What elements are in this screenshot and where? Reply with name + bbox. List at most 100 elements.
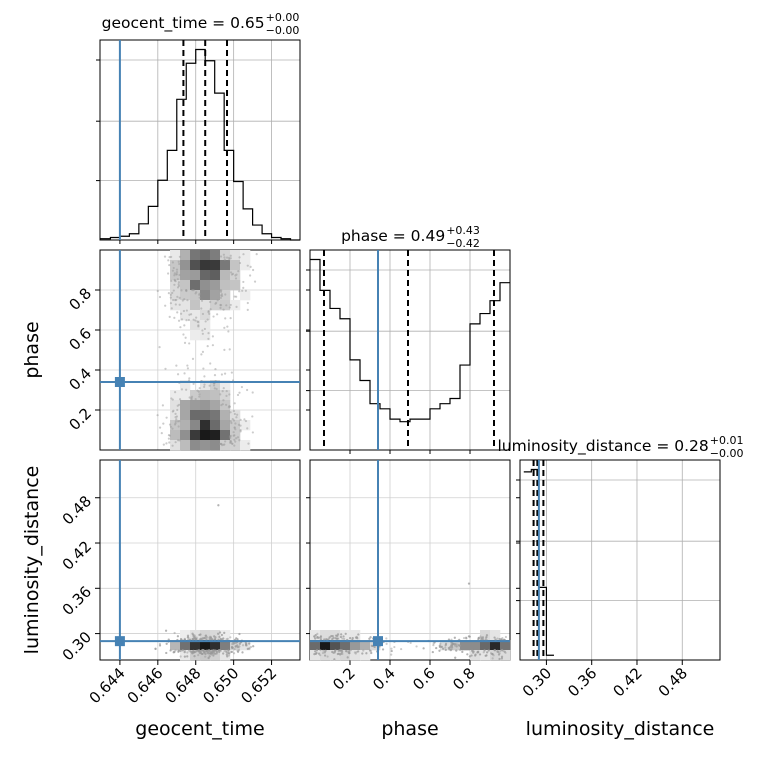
scatter-point — [223, 348, 226, 351]
scatter-point — [249, 265, 252, 268]
scatter-point — [218, 649, 221, 652]
scatter-point — [172, 298, 175, 302]
scatter-point — [246, 301, 249, 305]
scatter-point — [222, 308, 225, 311]
density-cell — [180, 420, 191, 431]
density-cell — [220, 260, 231, 271]
scatter-point — [167, 292, 170, 295]
density-cell — [190, 280, 201, 291]
scatter-point — [400, 647, 403, 651]
scatter-point — [314, 637, 317, 640]
scatter-point — [470, 654, 473, 657]
scatter-point — [176, 439, 180, 442]
scatter-point — [198, 650, 201, 653]
scatter-point — [227, 649, 230, 652]
density-cell — [190, 420, 201, 431]
scatter-point — [339, 635, 343, 639]
scatter-point — [172, 289, 175, 292]
scatter-point — [248, 647, 251, 650]
scatter-point — [390, 653, 393, 656]
scatter-point — [200, 307, 203, 310]
scatter-point — [315, 651, 318, 655]
scatter-point — [219, 255, 223, 258]
scatter-point — [204, 320, 207, 323]
scatter-point — [467, 635, 471, 638]
density-cell — [190, 440, 201, 451]
scatter-point — [184, 336, 187, 339]
scatter-point — [170, 255, 173, 259]
scatter-point — [181, 649, 184, 652]
scatter-point — [225, 394, 228, 397]
scatter-point — [333, 658, 336, 661]
density-cell — [170, 410, 181, 421]
scatter-point — [176, 311, 179, 314]
scatter-point — [355, 636, 359, 639]
scatter-point — [215, 650, 219, 654]
density-cell — [200, 280, 211, 291]
scatter-point — [239, 429, 242, 432]
scatter-point — [493, 649, 497, 652]
scatter-point — [154, 647, 157, 650]
scatter-point — [321, 651, 325, 655]
scatter-point — [331, 650, 334, 654]
density-cell — [200, 270, 211, 281]
scatter-point — [246, 264, 249, 267]
density-cell — [230, 410, 241, 421]
scatter-point — [497, 650, 500, 654]
scatter-point — [454, 656, 457, 659]
scatter-point — [227, 406, 231, 409]
density-cell — [180, 640, 191, 651]
scatter-point — [455, 643, 458, 646]
scatter-point — [170, 279, 173, 282]
scatter-point — [178, 273, 181, 277]
scatter-point — [214, 367, 217, 371]
scatter-point — [204, 634, 208, 637]
density-cell — [180, 250, 191, 261]
density-geocent_time-phase — [170, 250, 251, 451]
scatter-point — [476, 651, 479, 654]
density-cell — [190, 640, 201, 651]
density-cell — [240, 420, 251, 431]
density-cell — [190, 260, 201, 271]
scatter-point — [178, 303, 181, 306]
scatter-point — [251, 415, 254, 418]
scatter-point — [224, 440, 227, 443]
scatter-point — [182, 309, 186, 313]
scatter-point — [186, 655, 189, 658]
scatter-point — [215, 387, 218, 391]
density-cell — [490, 630, 501, 641]
scatter-point — [211, 638, 214, 641]
scatter-point — [173, 274, 176, 277]
scatter-point — [232, 431, 235, 434]
scatter-point — [246, 427, 249, 430]
scatter-point — [164, 629, 168, 632]
scatter-point — [168, 423, 172, 426]
scatter-point — [223, 631, 226, 634]
density-cell — [310, 640, 321, 651]
scatter-point — [219, 296, 223, 299]
scatter-point — [216, 299, 219, 302]
scatter-point — [208, 312, 211, 315]
x-tick-label-phase: 0.6 — [409, 664, 439, 694]
density-cell — [180, 430, 191, 441]
scatter-point — [178, 403, 181, 406]
scatter-point — [158, 295, 162, 299]
x-tick-label-phase: 0.2 — [329, 664, 359, 694]
scatter-point — [335, 637, 339, 640]
scatter-point — [203, 651, 206, 654]
density-cell — [200, 420, 211, 431]
scatter-point — [201, 350, 205, 353]
scatter-point — [232, 652, 236, 655]
scatter-point — [169, 425, 173, 428]
y-tick-label-phase: 0.2 — [65, 404, 95, 434]
density-cell — [230, 260, 241, 271]
scatter-point — [186, 367, 190, 370]
scatter-point — [235, 295, 238, 298]
scatter-point — [208, 384, 211, 387]
x-tick-label-phase: 0.4 — [369, 664, 399, 694]
density-cell — [340, 640, 351, 651]
scatter-point — [178, 420, 181, 423]
scatter-phase-luminosity_distance — [313, 582, 508, 661]
scatter-point — [206, 345, 209, 348]
